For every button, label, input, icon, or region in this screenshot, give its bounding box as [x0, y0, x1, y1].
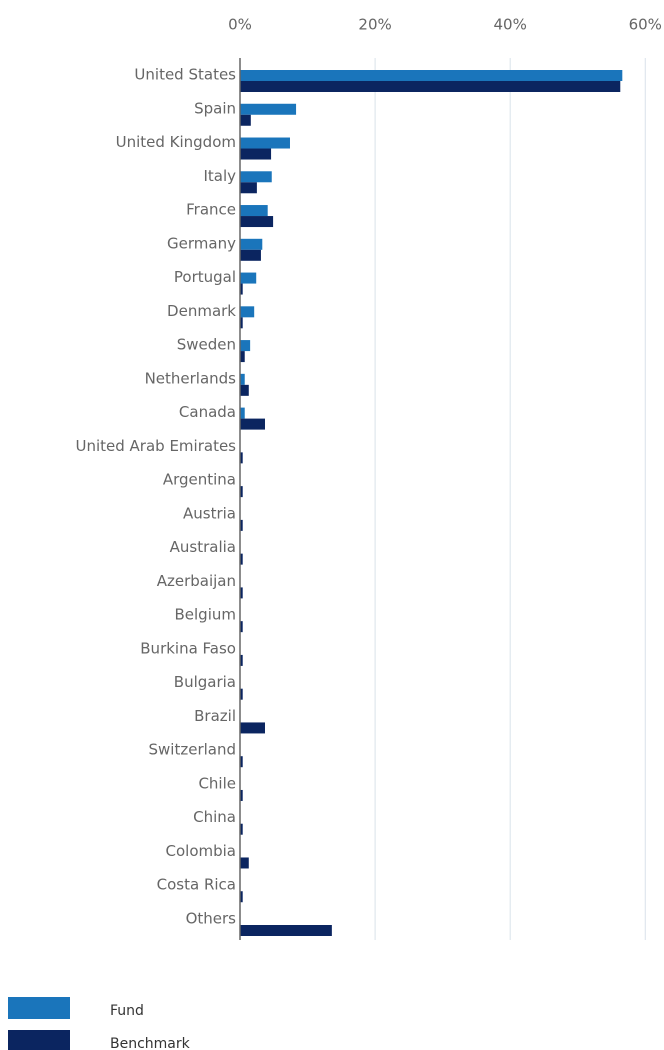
bar	[240, 857, 249, 869]
bar	[240, 81, 621, 92]
y-tick-label: Colombia	[166, 842, 237, 860]
y-tick-label: United Arab Emirates	[75, 437, 236, 455]
legend-swatch	[8, 997, 70, 1019]
bar	[240, 103, 297, 115]
x-tick-label: 0%	[228, 16, 252, 34]
bar	[240, 654, 243, 666]
bar	[240, 373, 245, 385]
y-tick-label: France	[186, 201, 236, 219]
y-tick-label: Burkina Faso	[140, 639, 236, 657]
y-tick-label: United Kingdom	[116, 133, 236, 151]
bar	[240, 216, 274, 228]
legend-label: Benchmark	[110, 1036, 191, 1050]
y-tick-label: Azerbaijan	[157, 572, 236, 590]
y-tick-label: Argentina	[163, 471, 236, 489]
bar	[240, 407, 245, 419]
y-tick-label: Denmark	[167, 302, 236, 320]
y-tick-label: Spain	[194, 99, 236, 117]
y-tick-label: Germany	[167, 234, 236, 252]
y-tick-label: United States	[134, 66, 236, 84]
y-tick-label: Others	[186, 910, 237, 928]
bar	[240, 925, 332, 936]
bar	[240, 587, 243, 599]
y-tick-label: Italy	[203, 167, 236, 185]
y-tick-label: Netherlands	[145, 369, 237, 387]
y-tick-label: Sweden	[177, 336, 236, 354]
bar	[240, 238, 263, 250]
bar	[240, 823, 243, 835]
bar	[240, 272, 257, 284]
bar	[240, 486, 243, 498]
x-tick-label: 60%	[629, 16, 662, 34]
x-tick-label: 20%	[358, 16, 391, 34]
bar	[240, 418, 265, 430]
bar	[240, 384, 249, 396]
bar	[240, 70, 623, 81]
bar	[240, 249, 261, 261]
bar	[240, 171, 272, 183]
y-tick-label: Australia	[170, 538, 236, 556]
y-tick-label: Canada	[179, 403, 236, 421]
legend-swatch	[8, 1030, 70, 1050]
bar	[240, 148, 272, 160]
bar	[240, 340, 251, 352]
bar	[240, 789, 243, 801]
bar	[240, 114, 251, 126]
y-tick-label: Austria	[183, 504, 236, 522]
bar	[240, 137, 290, 149]
bar	[240, 182, 257, 194]
y-tick-label: Belgium	[175, 606, 237, 624]
bar	[240, 553, 243, 565]
y-tick-label: Bulgaria	[174, 673, 236, 691]
bar	[240, 283, 243, 295]
bar	[240, 722, 265, 734]
bar	[240, 306, 255, 318]
y-tick-label: Portugal	[174, 268, 236, 286]
bar	[240, 688, 243, 700]
bar	[240, 317, 243, 329]
y-tick-label: China	[193, 808, 236, 826]
bar	[240, 891, 243, 903]
y-tick-label: Switzerland	[149, 741, 237, 759]
bar	[240, 519, 243, 531]
y-tick-label: Chile	[198, 774, 236, 792]
y-tick-label: Costa Rica	[157, 876, 236, 894]
bar	[240, 452, 243, 464]
legend-label: Fund	[110, 1003, 144, 1019]
bar	[240, 621, 243, 633]
bar	[240, 205, 268, 217]
x-tick-label: 40%	[494, 16, 527, 34]
y-tick-label: Brazil	[194, 707, 236, 725]
bar	[240, 756, 243, 768]
bar	[240, 351, 245, 363]
